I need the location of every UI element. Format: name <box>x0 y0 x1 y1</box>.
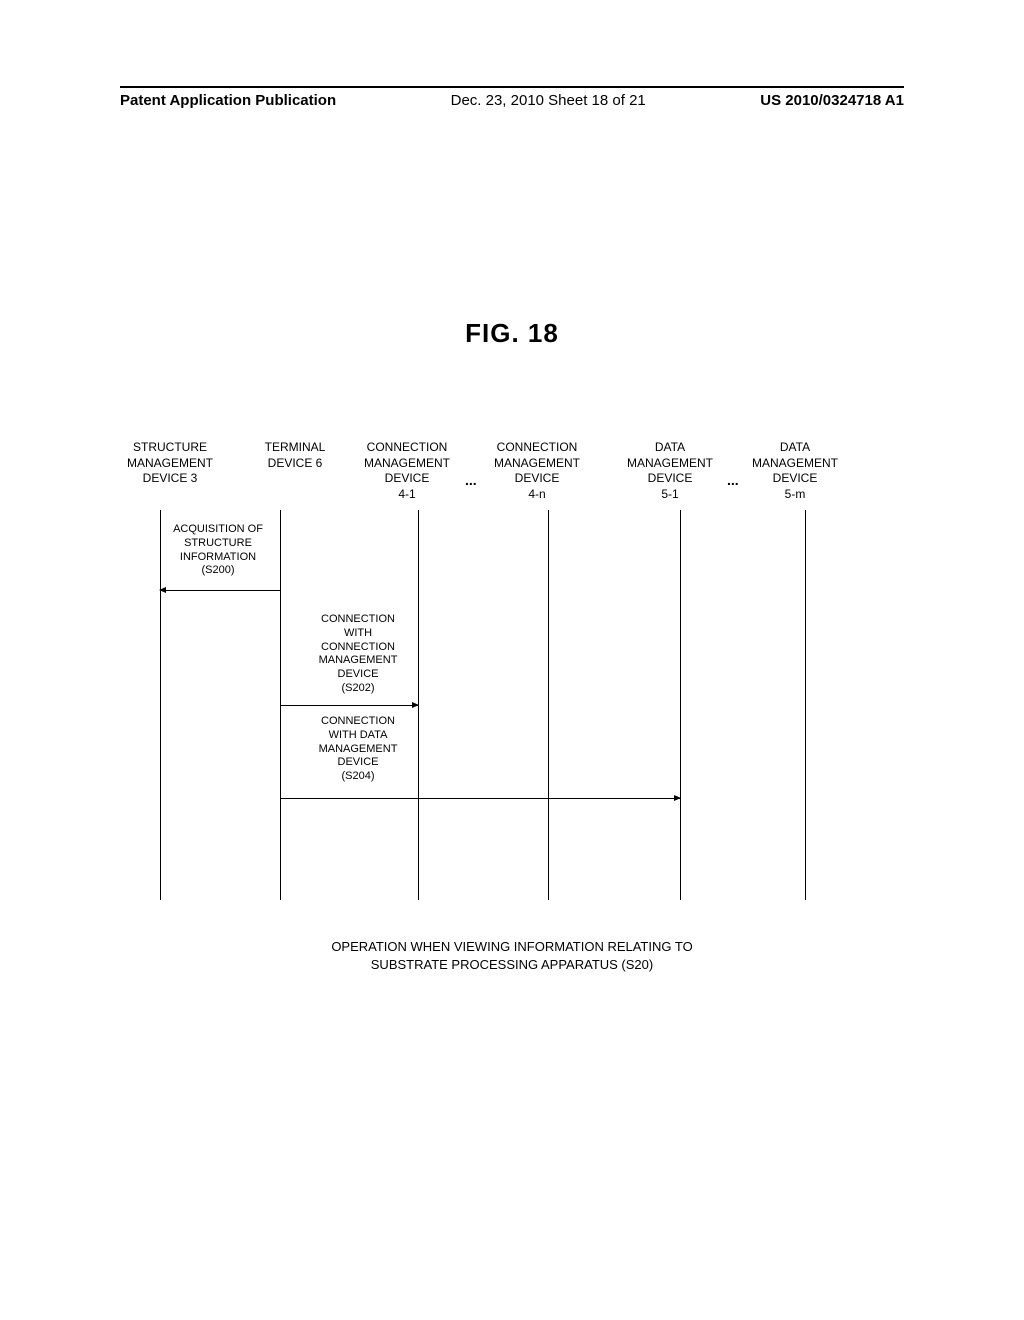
participant-p5: DATAMANAGEMENTDEVICE5-1 <box>610 440 730 502</box>
participant-p1: STRUCTUREMANAGEMENTDEVICE 3 <box>110 440 230 487</box>
page-header: Patent Application Publication Dec. 23, … <box>0 86 1024 109</box>
message-arrow-2 <box>280 798 680 799</box>
lifeline-p5 <box>680 510 681 900</box>
participant-p6: DATAMANAGEMENTDEVICE5-m <box>735 440 855 502</box>
participant-p2: TERMINALDEVICE 6 <box>235 440 355 471</box>
lifeline-p6 <box>805 510 806 900</box>
ellipsis-1: ... <box>727 472 739 488</box>
header-left: Patent Application Publication <box>120 92 336 109</box>
header-rule <box>120 86 904 88</box>
lifeline-p4 <box>548 510 549 900</box>
participant-p4: CONNECTIONMANAGEMENTDEVICE4-n <box>477 440 597 502</box>
sequence-diagram: STRUCTUREMANAGEMENTDEVICE 3TERMINALDEVIC… <box>120 430 920 910</box>
message-arrow-1 <box>280 705 418 706</box>
message-arrow-0 <box>160 590 280 591</box>
message-label-2: CONNECTIONWITH DATAMANAGEMENTDEVICE(S204… <box>308 715 408 784</box>
message-label-1: CONNECTIONWITHCONNECTIONMANAGEMENTDEVICE… <box>308 613 408 696</box>
message-label-0: ACQUISITION OFSTRUCTUREINFORMATION(S200) <box>168 523 268 578</box>
diagram-caption: OPERATION WHEN VIEWING INFORMATION RELAT… <box>0 938 1024 974</box>
participant-p3: CONNECTIONMANAGEMENTDEVICE4-1 <box>347 440 467 502</box>
figure-title: FIG. 18 <box>0 318 1024 349</box>
header-center: Dec. 23, 2010 Sheet 18 of 21 <box>451 92 646 109</box>
lifeline-p1 <box>160 510 161 900</box>
header-right: US 2010/0324718 A1 <box>760 92 904 109</box>
header-text-row: Patent Application Publication Dec. 23, … <box>120 92 904 109</box>
ellipsis-0: ... <box>465 472 477 488</box>
